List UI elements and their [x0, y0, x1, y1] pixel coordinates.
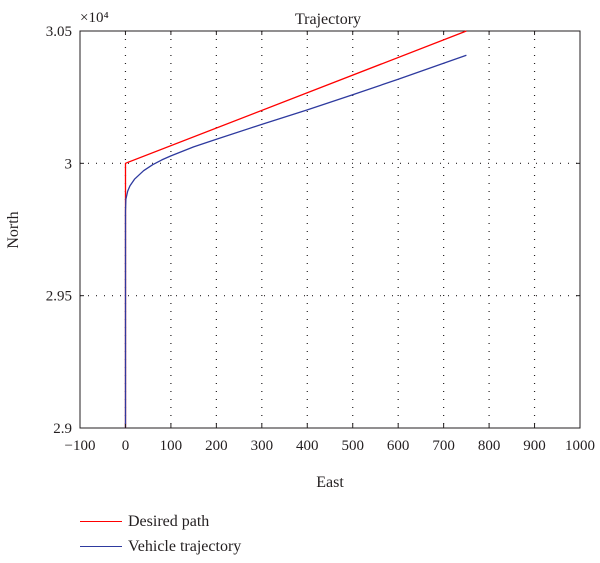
series-line-desired-path — [124, 30, 467, 428]
y-tick-label: 2.9 — [53, 421, 72, 437]
legend-swatch-desired-path — [80, 521, 122, 522]
y-tick-labels: 2.9 2.95 3 3.05 — [46, 24, 72, 437]
x-tick-label: 200 — [205, 438, 228, 454]
legend: Desired path Vehicle trajectory — [80, 509, 241, 559]
x-tick-label: 300 — [251, 438, 274, 454]
plot-frame — [79, 30, 581, 429]
x-tick-label: 400 — [296, 438, 319, 454]
x-tick-label: 900 — [523, 438, 546, 454]
x-axis-title: East — [316, 474, 344, 491]
x-tick-label: 0 — [122, 438, 130, 454]
legend-swatch-vehicle-trajectory — [80, 546, 122, 547]
chart-title: Trajectory — [295, 11, 361, 28]
x-tick-label: 1000 — [565, 438, 595, 454]
x-tick-label: 600 — [387, 438, 410, 454]
trajectory-chart: −100 0 100 200 300 400 500 600 700 800 900 1000 2.9… — [5, 10, 595, 491]
y-tick-label: 3.05 — [46, 24, 72, 40]
legend-label-desired-path: Desired path — [128, 512, 210, 530]
x-tick-label: −100 — [65, 438, 96, 454]
legend-item-vehicle-trajectory: Vehicle trajectory — [80, 534, 241, 559]
y-tick-label: 2.95 — [46, 289, 72, 305]
y-axis-title: North — [5, 211, 22, 248]
series-lines — [124, 30, 467, 428]
series-line-vehicle-trajectory — [124, 54, 467, 428]
y-tick-label: 3 — [65, 156, 73, 172]
x-tick-label: 100 — [160, 438, 183, 454]
legend-item-desired-path: Desired path — [80, 509, 241, 534]
legend-label-vehicle-trajectory: Vehicle trajectory — [128, 537, 242, 555]
axis-ticks — [79, 30, 581, 429]
y-scale-label: ×10⁴ — [80, 10, 109, 26]
x-tick-labels: −100 0 100 200 300 400 500 600 700 800 900 1000 — [65, 438, 595, 454]
x-tick-label: 500 — [341, 438, 364, 454]
x-tick-label: 700 — [432, 438, 455, 454]
x-tick-label: 800 — [478, 438, 501, 454]
grid — [80, 31, 580, 428]
